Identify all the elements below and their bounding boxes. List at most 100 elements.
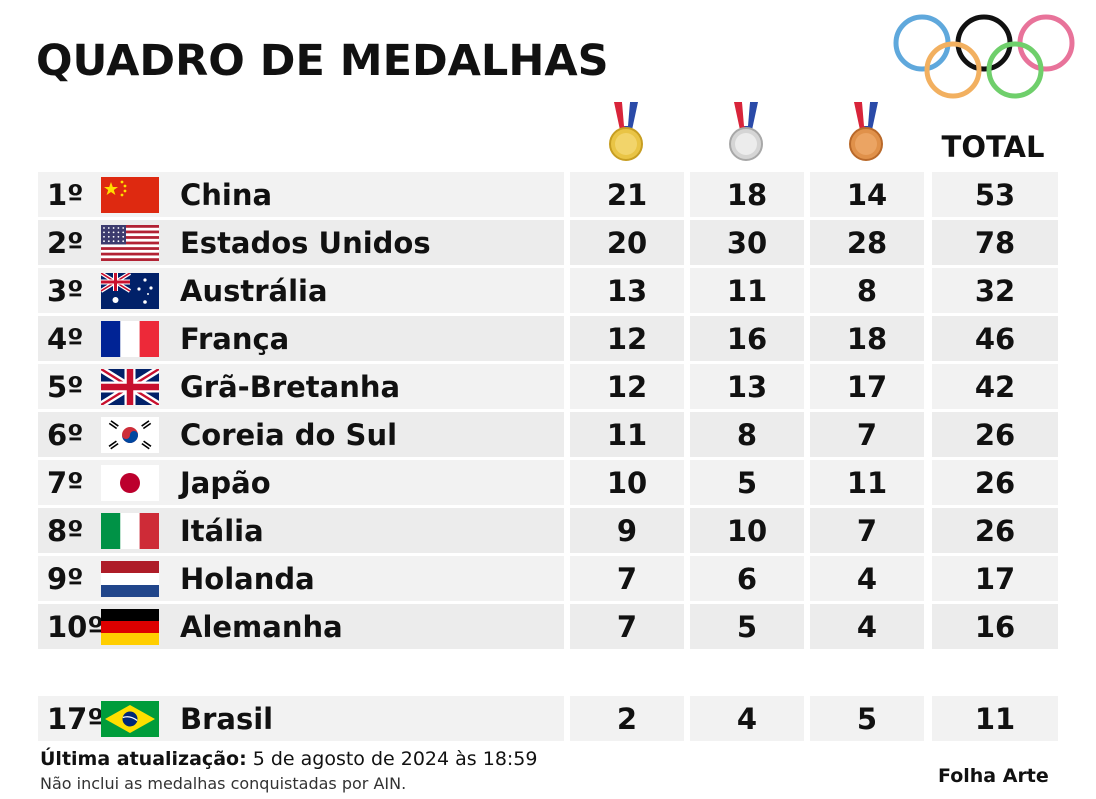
silver-medal-icon <box>729 102 763 161</box>
total-count: 26 <box>932 412 1058 457</box>
country-name: Austrália <box>180 273 328 308</box>
gold-count: 7 <box>570 556 684 601</box>
ring-black <box>955 14 1013 72</box>
country-cell: 7º Japão <box>38 460 564 505</box>
uk-flag-icon <box>101 369 159 405</box>
ring-pink <box>1017 14 1075 72</box>
gold-count: 2 <box>570 696 684 741</box>
bronze-count: 14 <box>810 172 924 217</box>
silver-count: 10 <box>690 508 804 553</box>
bronze-count: 28 <box>810 220 924 265</box>
silver-count: 5 <box>690 460 804 505</box>
page-title: QUADRO DE MEDALHAS <box>36 36 609 86</box>
country-name: Estados Unidos <box>180 225 431 260</box>
country-name: Alemanha <box>180 609 343 644</box>
table-row: 10º Alemanha 7 5 4 16 <box>38 604 1058 649</box>
country-cell: 6º Coreia do Sul <box>38 412 564 457</box>
rank-label: 5º <box>47 369 84 404</box>
bronze-count: 4 <box>810 604 924 649</box>
country-cell: 10º Alemanha <box>38 604 564 649</box>
country-cell: 5º Grã-Bretanha <box>38 364 564 409</box>
country-cell: 2º Estados Unidos <box>38 220 564 265</box>
country-name: Holanda <box>180 561 315 596</box>
total-count: 32 <box>932 268 1058 313</box>
gold-medal-icon <box>609 102 643 161</box>
rank-label: 3º <box>47 273 84 308</box>
silver-count: 13 <box>690 364 804 409</box>
rank-label: 17º <box>47 701 104 736</box>
rank-label: 2º <box>47 225 84 260</box>
silver-count: 16 <box>690 316 804 361</box>
total-count: 17 <box>932 556 1058 601</box>
table-row: 5º Grã-Bretanha 12 13 17 42 <box>38 364 1058 409</box>
brazil-row: 17º Brasil 2 4 5 11 <box>38 696 1058 741</box>
bronze-count: 18 <box>810 316 924 361</box>
last-update: Última atualização: 5 de agosto de 2024 … <box>40 748 538 770</box>
italy-flag-icon <box>101 513 159 549</box>
credit: Folha Arte <box>938 765 1049 787</box>
china-flag-icon <box>101 177 159 213</box>
country-name: Coreia do Sul <box>180 417 398 452</box>
gold-count: 21 <box>570 172 684 217</box>
ring-yellow <box>924 41 982 99</box>
olympic-rings-icon <box>893 14 1075 99</box>
country-name: Itália <box>180 513 264 548</box>
country-cell: 8º Itália <box>38 508 564 553</box>
total-count: 42 <box>932 364 1058 409</box>
country-cell: 17º Brasil <box>38 696 564 741</box>
country-name: França <box>180 321 290 356</box>
silver-count: 8 <box>690 412 804 457</box>
total-count: 46 <box>932 316 1058 361</box>
rank-label: 6º <box>47 417 84 452</box>
bronze-count: 8 <box>810 268 924 313</box>
table-row: 3º Austrália 13 11 8 32 <box>38 268 1058 313</box>
bronze-count: 4 <box>810 556 924 601</box>
gold-count: 7 <box>570 604 684 649</box>
total-count: 26 <box>932 508 1058 553</box>
rank-label: 10º <box>47 609 104 644</box>
last-update-value: 5 de agosto de 2024 às 18:59 <box>246 748 538 770</box>
ring-green <box>986 41 1044 99</box>
gold-count: 12 <box>570 316 684 361</box>
bronze-count: 7 <box>810 508 924 553</box>
last-update-label: Última atualização: <box>40 748 247 770</box>
total-count: 53 <box>932 172 1058 217</box>
gold-count: 13 <box>570 268 684 313</box>
japan-flag-icon <box>101 465 159 501</box>
total-count: 78 <box>932 220 1058 265</box>
bronze-count: 17 <box>810 364 924 409</box>
rank-label: 8º <box>47 513 84 548</box>
country-cell: 4º França <box>38 316 564 361</box>
total-count: 26 <box>932 460 1058 505</box>
silver-count: 18 <box>690 172 804 217</box>
total-column-header: TOTAL <box>941 130 1045 164</box>
gold-count: 9 <box>570 508 684 553</box>
silver-count: 6 <box>690 556 804 601</box>
ring-blue <box>893 14 951 72</box>
table-row: 7º Japão 10 5 11 26 <box>38 460 1058 505</box>
rank-label: 1º <box>47 177 84 212</box>
country-name: Brasil <box>180 701 274 736</box>
australia-flag-icon <box>101 273 159 309</box>
rank-label: 4º <box>47 321 84 356</box>
table-row: 1º China 21 18 14 53 <box>38 172 1058 217</box>
silver-count: 5 <box>690 604 804 649</box>
silver-count: 30 <box>690 220 804 265</box>
country-cell: 9º Holanda <box>38 556 564 601</box>
table-row: 8º Itália 9 10 7 26 <box>38 508 1058 553</box>
bronze-count: 7 <box>810 412 924 457</box>
country-name: Grã-Bretanha <box>180 369 401 404</box>
country-cell: 1º China <box>38 172 564 217</box>
country-name: Japão <box>180 465 271 500</box>
table-row: 4º França 12 16 18 46 <box>38 316 1058 361</box>
bronze-count: 5 <box>810 696 924 741</box>
south-korea-flag-icon <box>101 417 159 453</box>
table-row: 9º Holanda 7 6 4 17 <box>38 556 1058 601</box>
gold-count: 12 <box>570 364 684 409</box>
total-count: 11 <box>932 696 1058 741</box>
gold-count: 11 <box>570 412 684 457</box>
bronze-count: 11 <box>810 460 924 505</box>
gold-count: 20 <box>570 220 684 265</box>
total-count: 16 <box>932 604 1058 649</box>
country-cell: 3º Austrália <box>38 268 564 313</box>
